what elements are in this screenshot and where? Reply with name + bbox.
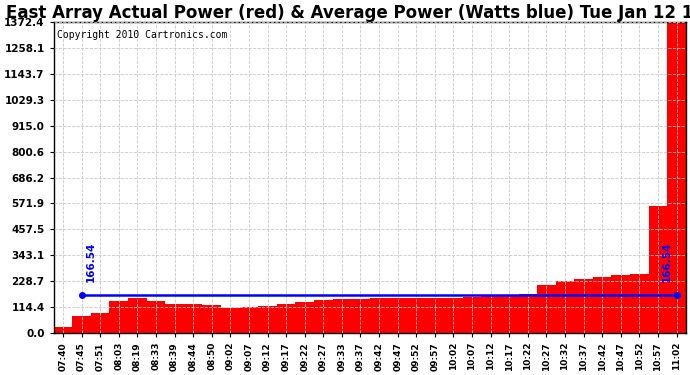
Bar	[463, 297, 482, 333]
Bar	[407, 298, 426, 333]
Bar	[54, 327, 72, 333]
Bar	[611, 275, 630, 333]
Bar	[351, 299, 370, 333]
Bar	[184, 303, 202, 333]
Bar	[444, 298, 463, 333]
Bar	[314, 300, 333, 333]
Bar	[165, 303, 184, 333]
Bar	[388, 298, 407, 333]
Bar	[147, 301, 165, 333]
Bar	[110, 301, 128, 333]
Bar	[500, 296, 518, 333]
Bar	[239, 307, 258, 333]
Bar	[518, 294, 537, 333]
Bar	[277, 303, 295, 333]
Title: East Array Actual Power (red) & Average Power (Watts blue) Tue Jan 12 11:05: East Array Actual Power (red) & Average …	[6, 4, 690, 22]
Bar	[258, 306, 277, 333]
Text: 166.54: 166.54	[662, 241, 672, 282]
Text: 166.54: 166.54	[86, 241, 96, 282]
Bar	[91, 312, 110, 333]
Bar	[370, 298, 388, 333]
Bar	[555, 281, 574, 333]
Bar	[202, 304, 221, 333]
Bar	[482, 296, 500, 333]
Bar	[333, 299, 351, 333]
Bar	[667, 22, 686, 333]
Bar	[426, 298, 444, 333]
Text: Copyright 2010 Cartronics.com: Copyright 2010 Cartronics.com	[57, 30, 227, 40]
Bar	[128, 298, 147, 333]
Bar	[72, 316, 91, 333]
Bar	[574, 279, 593, 333]
Bar	[593, 278, 611, 333]
Bar	[537, 285, 555, 333]
Bar	[221, 308, 239, 333]
Bar	[630, 274, 649, 333]
Bar	[295, 302, 314, 333]
Bar	[649, 206, 667, 333]
